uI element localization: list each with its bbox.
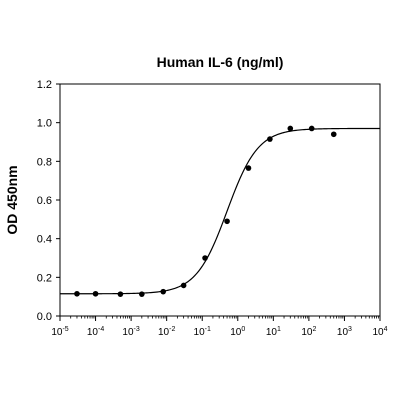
y-tick-label: 1.2 [37,79,52,91]
y-tick-label: 1.0 [37,118,52,130]
y-tick-label: 0.4 [37,234,52,246]
data-point [92,290,99,297]
data-point [139,291,145,297]
x-tick-label: 10-1 [194,326,211,338]
y-tick-label: 0.8 [37,156,52,168]
points-layer [74,125,337,297]
axes-layer [59,83,381,317]
x-tick-base: 10 [122,327,134,338]
y-tick-label: 0.6 [37,195,52,207]
plot-frame [59,83,381,317]
x-tick-base: 10 [87,327,99,338]
x-tick-label: 102 [301,326,316,338]
x-tick-base: 10 [51,327,63,338]
x-tick-base: 10 [337,327,349,338]
curve-layer [60,127,381,295]
x-tick-exponent: -1 [205,326,211,333]
x-tick-base: 10 [372,327,384,338]
x-tick-base: 10 [158,327,170,338]
data-point [330,131,337,138]
data-point [160,288,167,295]
fit-curve [60,127,381,295]
data-point [202,255,208,261]
x-tick-exponent: 0 [241,326,245,333]
x-tick-exponent: 3 [348,326,352,333]
x-tick-label: 10-2 [158,326,175,338]
chart-title: Human IL-6 (ng/ml) [156,54,284,70]
x-tick-label: 10-3 [122,326,139,338]
data-point [267,136,273,142]
data-point [287,125,294,132]
x-tick-label: 101 [266,326,281,338]
ticks-layer: 0.00.20.40.60.81.01.210-5 10-4 10-3 10-2 10-… [37,79,388,338]
y-tick-label: 0.0 [37,311,52,323]
x-tick-exponent: -5 [62,326,68,333]
x-tick-base: 10 [230,327,242,338]
x-tick-base: 10 [301,327,313,338]
y-tick-label: 0.2 [37,272,52,284]
x-tick-exponent: -4 [98,326,104,333]
x-tick-exponent: 1 [277,326,281,333]
data-point [180,282,187,289]
x-tick-label: 10-4 [87,326,104,338]
x-tick-label: 103 [337,326,352,338]
data-point [74,290,80,297]
x-tick-exponent: 4 [384,326,388,333]
data-point [224,218,230,225]
x-tick-base: 10 [194,327,206,338]
data-point [245,165,252,171]
x-tick-label: 104 [372,326,387,338]
x-tick-exponent: -2 [169,326,175,333]
x-tick-exponent: 2 [312,326,316,333]
x-tick-base: 10 [266,327,278,338]
x-tick-exponent: -3 [134,326,140,333]
y-axis-title: OD 450nm [4,165,20,235]
x-tick-label: 10-5 [51,326,68,338]
data-point [308,125,315,132]
data-point [117,291,124,297]
x-tick-label: 100 [230,326,245,338]
